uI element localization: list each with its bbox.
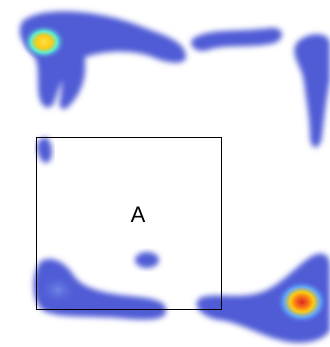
region-label: A <box>130 202 146 227</box>
hotspot-bottom-right <box>276 280 328 324</box>
blob-left-mid <box>37 137 52 163</box>
blob-center-dot <box>135 252 159 268</box>
hotspot-top-left <box>22 24 66 60</box>
blob-bottom-left <box>33 258 167 320</box>
region-a-box <box>36 137 222 310</box>
blob-top-middle <box>191 27 282 51</box>
blob-top-right <box>294 34 330 148</box>
